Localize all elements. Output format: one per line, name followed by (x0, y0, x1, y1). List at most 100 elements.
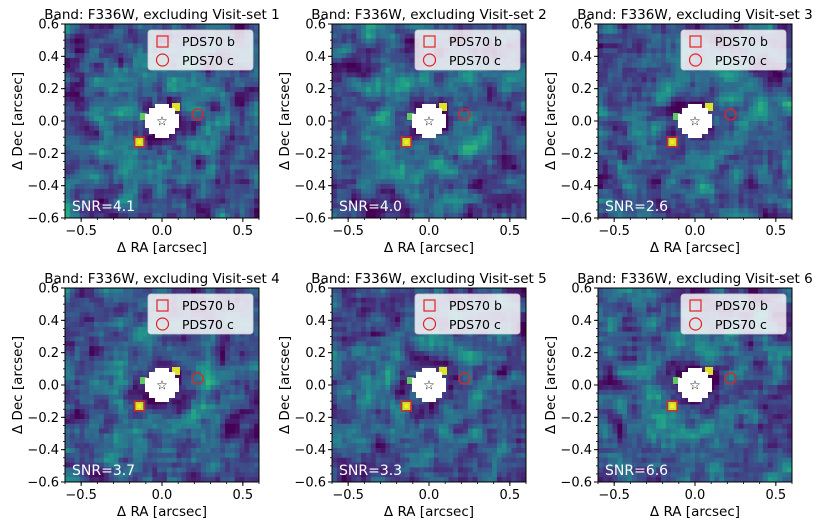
star-marker: ☆ (423, 115, 435, 130)
hotspot (673, 377, 680, 384)
subplot-3: ☆ −0.5 0.0 0.5 0.6 0.4 0.2 0.0 −0.2 −0.4 −0.6 Δ RA … (543, 7, 813, 256)
legend-box (680, 293, 787, 335)
pds70b-marker (400, 136, 412, 148)
x-tick-label: 0.0 (419, 224, 440, 239)
x-axis-label: Δ RA [arcsec] (384, 504, 474, 520)
y-tick-label: −0.6 (27, 476, 59, 491)
snr-annotation: SNR=4.0 (339, 199, 402, 215)
star-marker: ☆ (156, 379, 168, 394)
legend-square-marker (423, 299, 436, 312)
legend-label-b: PDS70 b (715, 34, 768, 49)
legend-box (414, 293, 521, 335)
legend-square-marker (689, 299, 702, 312)
x-tick-label: 0.0 (152, 224, 173, 239)
legend-square-marker (689, 35, 702, 48)
legend-label-b: PDS70 b (449, 298, 502, 313)
x-tick-label: 0.5 (232, 224, 253, 239)
x-tick-label: 0.0 (685, 224, 706, 239)
x-tick-label: 0.5 (765, 488, 786, 503)
y-tick-label: 0.0 (38, 379, 59, 394)
y-tick-label: 0.2 (38, 82, 59, 97)
y-axis-label: Δ Dec [arcsec] (277, 336, 293, 434)
x-axis-label: Δ RA [arcsec] (117, 240, 207, 256)
y-tick-label: 0.0 (305, 115, 326, 130)
coronagraph-mask (145, 368, 179, 402)
legend-label-c: PDS70 c (182, 317, 234, 332)
y-tick-label: −0.4 (560, 443, 592, 458)
y-tick-label: 0.2 (305, 346, 326, 361)
hotspot (172, 367, 180, 375)
legend-label-c: PDS70 c (715, 317, 767, 332)
legend-circle-marker (422, 53, 437, 67)
x-tick-label: 0.5 (765, 224, 786, 239)
pds70b-marker (133, 400, 145, 412)
y-tick-label: 0.2 (571, 82, 592, 97)
subplot-title: Band: F336W, excluding Visit-set 4 (44, 271, 279, 287)
legend-label-b: PDS70 b (182, 298, 235, 313)
legend-label-b: PDS70 b (715, 298, 768, 313)
coronagraph-mask (678, 368, 712, 402)
pds70c-marker (724, 372, 737, 385)
legend-label-c: PDS70 c (182, 53, 234, 68)
subplot-title: Band: F336W, excluding Visit-set 1 (44, 7, 279, 23)
x-axis-label: Δ RA [arcsec] (650, 504, 740, 520)
legend: PDS70 b PDS70 c (147, 29, 254, 71)
x-tick-label: 0.5 (499, 488, 520, 503)
y-axis-label: Δ Dec [arcsec] (543, 72, 559, 170)
hotspot (705, 367, 713, 375)
legend-square-marker (423, 35, 436, 48)
legend-circle-marker (155, 317, 170, 331)
star-marker: ☆ (156, 115, 168, 130)
y-tick-label: −0.2 (560, 411, 592, 426)
x-tick-label: 0.5 (499, 224, 520, 239)
snr-annotation: SNR=3.3 (339, 463, 402, 479)
legend-box (147, 29, 254, 71)
pds70b-marker (400, 400, 412, 412)
subplot-5: ☆ −0.5 0.0 0.5 0.6 0.4 0.2 0.0 −0.2 −0.4 −0.6 Δ RA … (277, 271, 547, 520)
x-axis-label: Δ RA [arcsec] (384, 240, 474, 256)
legend-circle-marker (688, 53, 703, 67)
hotspot (439, 367, 447, 375)
y-tick-label: −0.2 (294, 411, 326, 426)
coronagraph-mask (412, 104, 446, 138)
y-tick-label: −0.6 (294, 476, 326, 491)
legend-box (680, 29, 787, 71)
x-tick-label: 0.0 (685, 488, 706, 503)
y-tick-label: −0.2 (560, 147, 592, 162)
coronagraph-mask (412, 368, 446, 402)
y-tick-label: 0.0 (571, 115, 592, 130)
y-tick-label: 0.6 (38, 18, 59, 33)
x-axis-label: Δ RA [arcsec] (650, 240, 740, 256)
x-tick-label: −0.5 (332, 224, 364, 239)
snr-annotation: SNR=6.6 (605, 463, 668, 479)
subplot-title: Band: F336W, excluding Visit-set 5 (311, 271, 546, 287)
y-axis-label: Δ Dec [arcsec] (10, 336, 26, 434)
y-tick-label: 0.4 (305, 314, 326, 329)
subplot-6: ☆ −0.5 0.0 0.5 0.6 0.4 0.2 0.0 −0.2 −0.4 −0.6 Δ RA … (543, 271, 813, 520)
legend: PDS70 b PDS70 c (680, 293, 787, 335)
y-tick-label: −0.6 (294, 212, 326, 227)
subplot-4: ☆ −0.5 0.0 0.5 0.6 0.4 0.2 0.0 −0.2 −0.4 −0.6 Δ RA … (10, 271, 280, 520)
hotspot (172, 103, 180, 111)
hotspot (407, 113, 414, 120)
star-marker: ☆ (423, 379, 435, 394)
legend-circle-marker (688, 317, 703, 331)
y-tick-label: 0.2 (571, 346, 592, 361)
legend-label-b: PDS70 b (182, 34, 235, 49)
y-tick-label: −0.4 (294, 443, 326, 458)
subplot-2: ☆ −0.5 0.0 0.5 0.6 0.4 0.2 0.0 −0.2 −0.4 −0.6 Δ RA … (277, 7, 547, 256)
x-tick-label: 0.5 (232, 488, 253, 503)
y-tick-label: 0.4 (305, 50, 326, 65)
x-tick-label: −0.5 (332, 488, 364, 503)
legend: PDS70 b PDS70 c (414, 29, 521, 71)
y-axis-label: Δ Dec [arcsec] (10, 72, 26, 170)
legend-square-marker (156, 35, 169, 48)
pds70c-marker (458, 372, 471, 385)
y-tick-label: 0.6 (305, 282, 326, 297)
x-tick-label: −0.5 (65, 488, 97, 503)
star-marker: ☆ (689, 379, 701, 394)
x-tick-label: −0.5 (598, 488, 630, 503)
legend: PDS70 b PDS70 c (680, 29, 787, 71)
snr-annotation: SNR=3.7 (72, 463, 135, 479)
y-tick-label: −0.2 (294, 147, 326, 162)
